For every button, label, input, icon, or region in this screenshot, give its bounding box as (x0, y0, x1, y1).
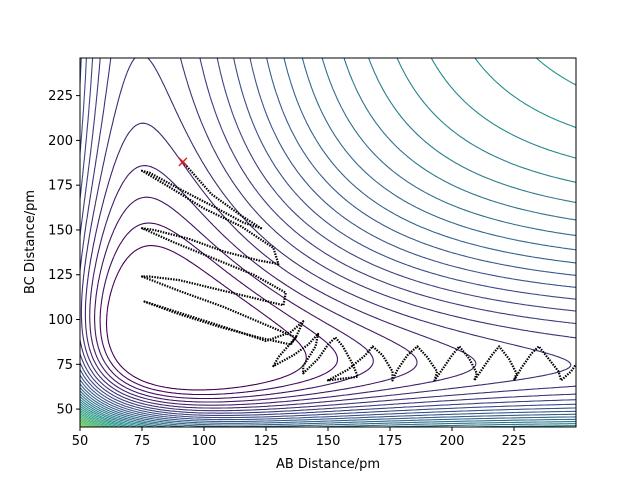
contour-level (99, 222, 339, 396)
contour-level (80, 58, 576, 426)
contour-level (94, 196, 374, 400)
x-axis-label: AB Distance/pm (276, 457, 380, 472)
y-tick-label: 75 (56, 358, 73, 373)
contour-level (80, 58, 576, 427)
x-tick-label: 150 (316, 434, 341, 449)
x-tick-label: 200 (440, 434, 465, 449)
contour-level (80, 58, 576, 423)
trajectory (140, 161, 576, 382)
x-tick-label: 125 (254, 434, 279, 449)
x-tick-label: 225 (502, 434, 527, 449)
contour-level (80, 58, 576, 427)
x-tick-label: 100 (192, 434, 217, 449)
contour-lines (80, 58, 576, 427)
contour-level (105, 245, 307, 391)
y-axis-label: BC Distance/pm (23, 190, 38, 294)
y-tick-label: 225 (48, 89, 73, 104)
contour-level (80, 58, 572, 409)
x-tick-label: 75 (134, 434, 151, 449)
contour-level (80, 58, 576, 412)
contour-level (80, 58, 576, 421)
contour-level (80, 58, 576, 427)
y-axis-ticks: 50 75 100 125 150 175 200 225 (48, 89, 80, 418)
contour-level (89, 165, 418, 403)
contour-level (80, 58, 576, 414)
x-axis-ticks: 50 75 100 125 150 175 200 225 (72, 427, 527, 449)
contour-level (80, 58, 576, 427)
y-tick-label: 100 (48, 313, 73, 328)
contour-level (80, 58, 576, 416)
y-tick-label: 200 (48, 134, 73, 149)
contour-level (80, 58, 576, 419)
start-marker (178, 157, 188, 167)
contour-level (80, 409, 119, 427)
trajectory-path (140, 161, 576, 382)
start-marker-x (178, 157, 188, 167)
y-tick-label: 175 (48, 179, 73, 194)
y-tick-label: 150 (48, 223, 73, 238)
contour-level (84, 122, 477, 406)
x-tick-label: 175 (378, 434, 403, 449)
contour-level (80, 58, 576, 427)
contour-level (80, 58, 576, 427)
contour-level (80, 58, 576, 424)
x-tick-label: 50 (72, 434, 89, 449)
y-tick-label: 50 (56, 403, 73, 418)
contour-level (80, 58, 576, 427)
contour-level (80, 416, 102, 427)
contour-level (80, 423, 87, 427)
y-tick-label: 125 (48, 268, 73, 283)
